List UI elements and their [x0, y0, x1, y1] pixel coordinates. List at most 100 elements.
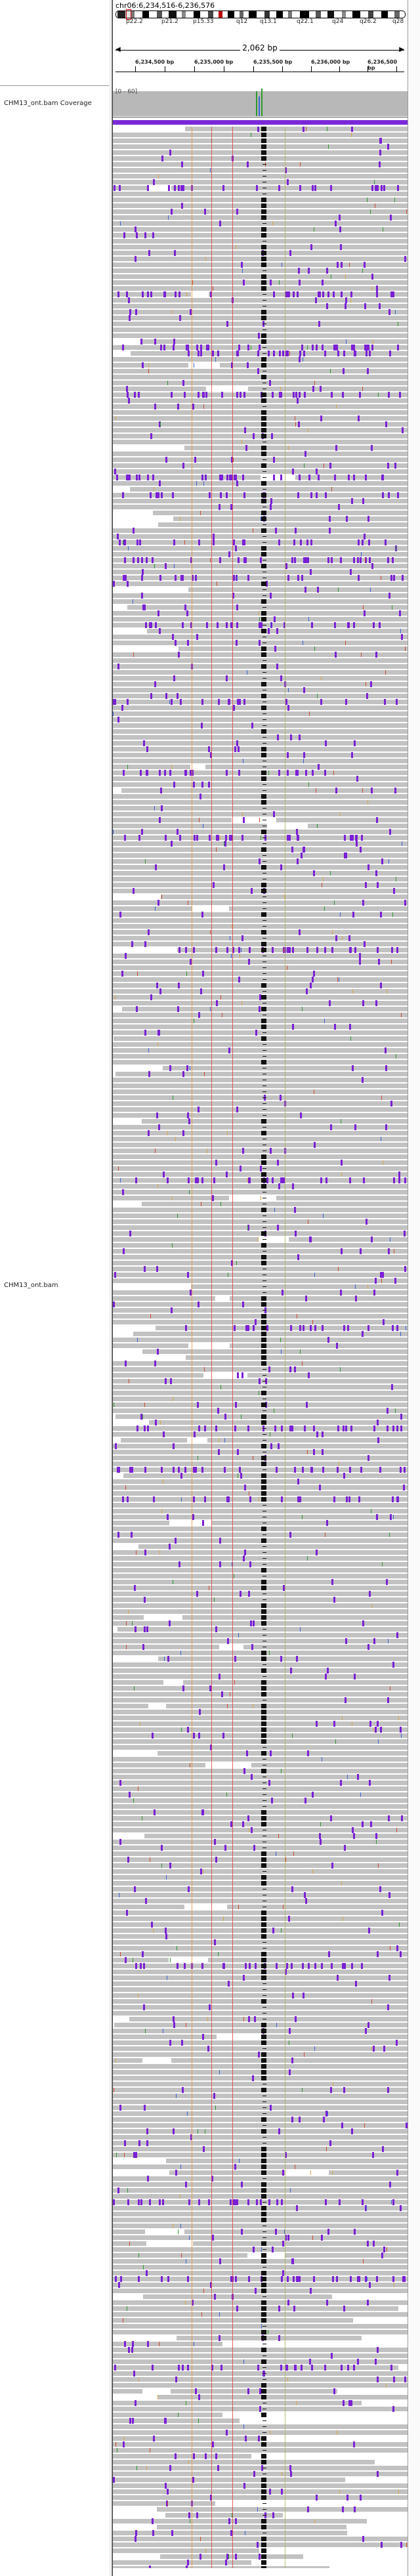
aligned-read[interactable]: [113, 670, 408, 675]
aligned-read[interactable]: [113, 251, 408, 255]
aligned-read[interactable]: [113, 345, 408, 350]
aligned-read[interactable]: [113, 1958, 169, 1962]
aligned-read[interactable]: [113, 2147, 408, 2151]
aligned-read[interactable]: [113, 428, 408, 433]
aligned-read[interactable]: [113, 889, 408, 893]
aligned-read[interactable]: [113, 2300, 408, 2305]
aligned-read[interactable]: [113, 1775, 408, 1779]
aligned-read[interactable]: [113, 2229, 145, 2234]
aligned-read[interactable]: [113, 1491, 408, 1496]
aligned-read[interactable]: [113, 1710, 408, 1714]
aligned-read[interactable]: [113, 1846, 408, 1850]
aligned-read[interactable]: [113, 2460, 375, 2464]
aligned-read[interactable]: [113, 1225, 408, 1230]
aligned-read[interactable]: [129, 2017, 408, 2021]
aligned-read[interactable]: [113, 1721, 408, 1726]
aligned-read[interactable]: [142, 1202, 408, 1206]
aligned-read[interactable]: [163, 1066, 408, 1070]
aligned-read[interactable]: [308, 824, 408, 828]
aligned-read[interactable]: [113, 706, 408, 710]
aligned-read[interactable]: [113, 298, 408, 303]
aligned-read[interactable]: [113, 1048, 408, 1053]
aligned-read[interactable]: [113, 2082, 408, 2086]
aligned-read[interactable]: [113, 1196, 229, 1200]
aligned-read[interactable]: [113, 1639, 408, 1643]
aligned-read[interactable]: [127, 605, 408, 610]
aligned-read[interactable]: [113, 1804, 408, 1809]
aligned-read[interactable]: [165, 2513, 283, 2518]
aligned-read[interactable]: [113, 239, 408, 243]
aligned-read[interactable]: [113, 564, 408, 568]
aligned-read[interactable]: [113, 782, 408, 787]
aligned-read[interactable]: [113, 682, 408, 686]
aligned-read[interactable]: [113, 1089, 408, 1094]
aligned-read[interactable]: [113, 1154, 408, 1159]
aligned-read[interactable]: [113, 2348, 408, 2352]
aligned-read[interactable]: [113, 1137, 408, 1141]
aligned-read[interactable]: [113, 2094, 408, 2098]
aligned-read[interactable]: [113, 546, 408, 551]
aligned-read[interactable]: [113, 2206, 408, 2210]
aligned-read[interactable]: [113, 363, 188, 368]
aligned-read[interactable]: [207, 1438, 408, 1443]
aligned-read[interactable]: [289, 1237, 408, 1242]
aligned-read[interactable]: [113, 1668, 408, 1673]
aligned-read[interactable]: [113, 2466, 408, 2470]
aligned-read[interactable]: [113, 2088, 408, 2092]
aligned-read[interactable]: [113, 1450, 408, 1454]
aligned-read[interactable]: [113, 2123, 408, 2128]
aligned-read[interactable]: [113, 2153, 408, 2157]
aligned-read[interactable]: [113, 635, 408, 639]
aligned-read[interactable]: [251, 1763, 408, 1767]
aligned-read[interactable]: [243, 1645, 408, 1649]
aligned-read[interactable]: [113, 1367, 408, 1372]
aligned-read[interactable]: [113, 493, 408, 497]
aligned-read[interactable]: [113, 1716, 408, 1720]
aligned-read[interactable]: [191, 1284, 408, 1289]
aligned-read[interactable]: [113, 1184, 408, 1189]
aligned-read[interactable]: [113, 1143, 408, 1147]
aligned-read[interactable]: [113, 186, 149, 190]
aligned-read[interactable]: [113, 1467, 408, 1472]
aligned-read[interactable]: [166, 1704, 408, 1708]
aligned-read[interactable]: [113, 1125, 408, 1130]
position-ruler[interactable]: 6,234,500 bp 6,235,000 bp 6,235,500 bp 6…: [116, 59, 404, 72]
aligned-read[interactable]: [113, 2483, 408, 2488]
aligned-read[interactable]: [113, 1597, 408, 1602]
aligned-read[interactable]: [113, 2194, 408, 2199]
aligned-read[interactable]: [113, 1952, 408, 1956]
aligned-read[interactable]: [113, 1733, 408, 1738]
aligned-read[interactable]: [247, 1373, 408, 1378]
aligned-read[interactable]: [113, 617, 408, 622]
aligned-read[interactable]: [113, 977, 408, 982]
aligned-read[interactable]: [113, 1503, 408, 1508]
aligned-read[interactable]: [113, 800, 408, 805]
aligned-read[interactable]: [113, 1024, 408, 1029]
aligned-read[interactable]: [113, 2430, 408, 2435]
aligned-read[interactable]: [113, 1379, 408, 1383]
aligned-read[interactable]: [113, 381, 408, 385]
aligned-read[interactable]: [113, 2472, 408, 2476]
aligned-read[interactable]: [113, 2105, 408, 2110]
aligned-read[interactable]: [113, 192, 408, 196]
aligned-read[interactable]: [113, 2413, 222, 2417]
aligned-read[interactable]: [113, 918, 408, 923]
aligned-read[interactable]: [113, 505, 408, 509]
aligned-read[interactable]: [113, 1727, 408, 1732]
aligned-read[interactable]: [113, 599, 408, 604]
aligned-read[interactable]: [113, 930, 408, 935]
aligned-read[interactable]: [158, 1657, 408, 1661]
aligned-read[interactable]: [113, 1816, 408, 1821]
aligned-read[interactable]: [113, 1426, 408, 1431]
aligned-read[interactable]: [113, 1993, 408, 1998]
aligned-read[interactable]: [113, 859, 408, 864]
aligned-read[interactable]: [113, 1042, 408, 1047]
aligned-read[interactable]: [113, 1645, 219, 1649]
aligned-read[interactable]: [113, 1651, 408, 1655]
aligned-read[interactable]: [113, 747, 408, 751]
aligned-read[interactable]: [113, 215, 408, 220]
aligned-read[interactable]: [113, 404, 408, 409]
aligned-read[interactable]: [113, 221, 408, 226]
aligned-read[interactable]: [113, 1521, 169, 1525]
aligned-read[interactable]: [212, 1521, 408, 1525]
